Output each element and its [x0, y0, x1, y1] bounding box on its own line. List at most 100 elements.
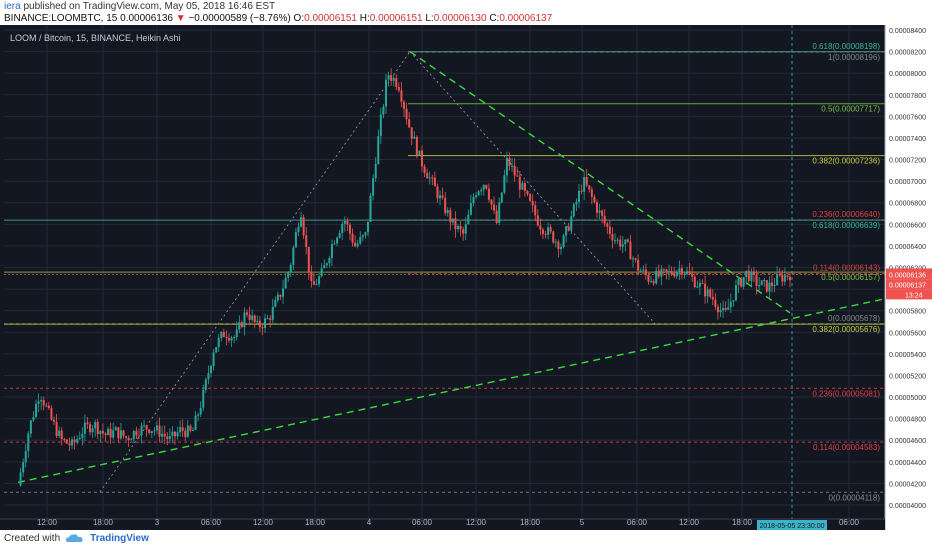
- candle-body: [781, 274, 784, 282]
- candle-body: [755, 275, 758, 287]
- time-axis-panel: [0, 519, 885, 530]
- price-tag-2: 0.00006137: [889, 282, 926, 289]
- candle-body: [76, 439, 79, 443]
- candle-body: [596, 202, 598, 213]
- author-link[interactable]: iera: [4, 1, 21, 12]
- candle-body: [433, 177, 436, 187]
- price-chart[interactable]: 0.618(0.00008198) 1(0.00008196) 0.5(0.0000…: [0, 25, 932, 530]
- candle-body: [536, 215, 539, 226]
- y-tick-label: 0.00005600: [889, 330, 926, 337]
- candle-body: [621, 244, 624, 247]
- candle-body: [534, 205, 537, 216]
- candle-body: [765, 280, 768, 292]
- high-label: H:: [359, 13, 370, 24]
- candle-body: [493, 204, 496, 211]
- x-tick-label: 4: [367, 518, 372, 527]
- price-axis[interactable]: 0.00004000 0.00004200 0.00004400 0.00004600…: [884, 25, 932, 530]
- candle-body: [696, 286, 699, 288]
- candle-body: [611, 234, 614, 241]
- candle-body: [325, 263, 328, 266]
- candle-body: [750, 271, 753, 282]
- candle-body: [346, 220, 349, 225]
- candle-body: [104, 433, 107, 436]
- candles: [19, 68, 791, 487]
- time-axis[interactable]: 12:00 18:00 3 06:00 12:00 18:00 4 06:00 12:00 18:…: [0, 518, 885, 530]
- x-tick-label: 12:00: [466, 518, 487, 527]
- candle-body: [585, 177, 588, 186]
- candle-body: [86, 422, 89, 425]
- candle-body: [359, 237, 362, 244]
- candle-body: [258, 320, 261, 328]
- candle-body: [135, 430, 138, 436]
- candle-body: [660, 269, 663, 277]
- candle-body: [644, 269, 647, 275]
- last-price: 0.00006136: [120, 13, 173, 24]
- candle-body: [665, 269, 668, 272]
- candle-body: [727, 307, 730, 310]
- candle-body: [119, 430, 122, 439]
- fib-levels: 0.618(0.00008198) 1(0.00008196) 0.5(0.0000…: [4, 42, 885, 502]
- candle-body: [413, 136, 416, 139]
- date-tag: 2018-05-05 23:30:00: [760, 523, 825, 530]
- candle-body: [377, 136, 380, 164]
- candle-body: [428, 177, 431, 179]
- tradingview-brand[interactable]: TradingView: [90, 533, 149, 544]
- candle-body: [101, 430, 104, 434]
- candle-body: [240, 322, 243, 328]
- close-value: 0.00006137: [499, 13, 553, 24]
- price-tag-box: [886, 268, 932, 280]
- candle-body: [451, 218, 454, 223]
- candle-body: [243, 312, 246, 328]
- candle-body: [387, 75, 390, 80]
- candle-body: [421, 150, 424, 167]
- candle-body: [724, 307, 727, 310]
- close-label: C:: [489, 13, 500, 24]
- candle-body: [392, 77, 395, 81]
- candle-body: [65, 439, 68, 444]
- candle-body: [137, 435, 140, 437]
- x-tick-label: 06:00: [839, 518, 860, 527]
- candle-body: [19, 472, 22, 486]
- candle-body: [55, 421, 58, 436]
- candle-body: [109, 428, 112, 438]
- x-tick-label: 12:00: [253, 518, 274, 527]
- candle-body: [657, 270, 660, 277]
- candle-body: [673, 274, 676, 277]
- candle-body: [598, 210, 601, 213]
- candle-body: [482, 184, 485, 190]
- candle-body: [305, 235, 308, 247]
- candle-body: [469, 203, 472, 215]
- candle-body: [683, 273, 686, 275]
- candle-body: [670, 270, 673, 275]
- candle-body: [729, 301, 732, 308]
- candle-body: [691, 273, 694, 277]
- candle-body: [210, 365, 212, 374]
- candle-body: [601, 210, 604, 216]
- candle-body: [410, 127, 413, 139]
- x-tick-label: 18:00: [305, 518, 326, 527]
- candle-body: [197, 414, 200, 416]
- time-tag-box: [886, 289, 932, 300]
- candle-body: [457, 226, 460, 230]
- candle-body: [629, 241, 632, 260]
- candle-body: [184, 430, 187, 437]
- candle-body: [608, 226, 611, 235]
- candle-body: [487, 188, 490, 200]
- candle-body: [300, 217, 303, 227]
- candle-body: [173, 431, 176, 437]
- candle-body: [390, 75, 393, 81]
- candle-body: [686, 271, 689, 274]
- fib-label: 0.382(0.00007236): [812, 157, 880, 166]
- candle-body: [559, 247, 562, 250]
- candle-body: [361, 235, 364, 238]
- candle-body: [24, 451, 27, 463]
- candle-body: [274, 300, 277, 307]
- x-tick-label: 5: [580, 518, 585, 527]
- candle-body: [732, 300, 735, 302]
- down-arrow-icon: ▼: [175, 13, 186, 24]
- candle-body: [441, 195, 444, 198]
- candle-body: [282, 288, 285, 297]
- y-tick-label: 0.00006800: [889, 201, 926, 208]
- candle-body: [336, 237, 339, 244]
- candle-body: [94, 422, 97, 429]
